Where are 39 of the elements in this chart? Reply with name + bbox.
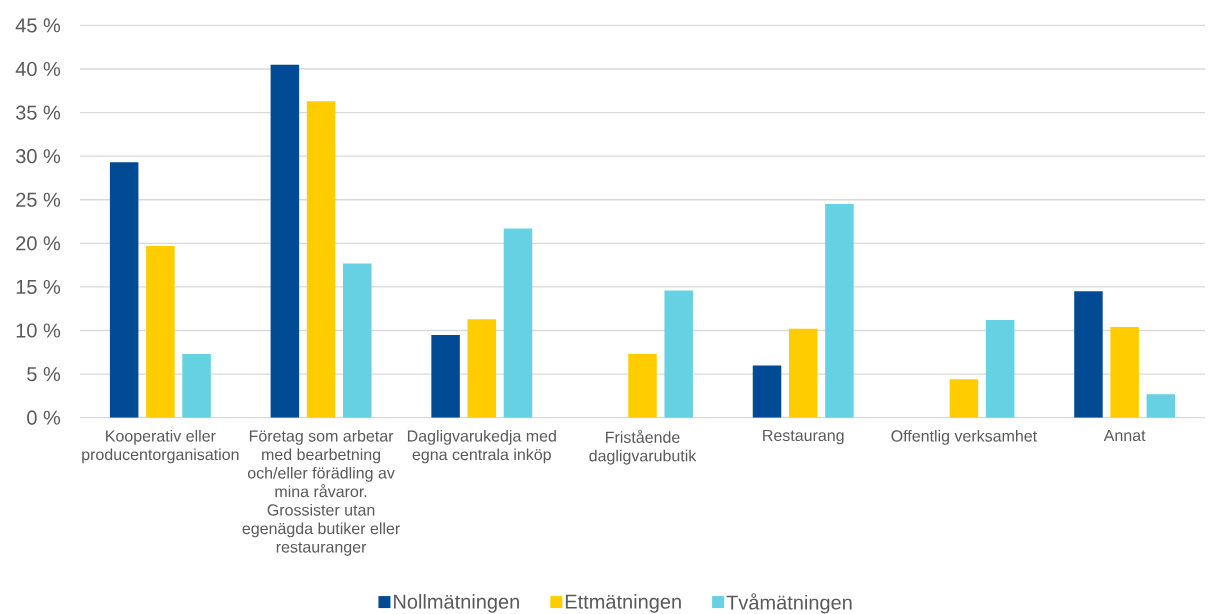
bar <box>752 365 782 418</box>
legend-label: Nollmätningen <box>394 594 519 613</box>
bar <box>628 354 657 418</box>
bar <box>825 204 854 418</box>
x-tick-label: Företag som arbetar med bearbetning och/eller förädling av mina råvaror. Grossister utan egenägda butiker eller restauranger <box>242 429 400 556</box>
y-tick-label: 45 % <box>15 18 61 33</box>
bar <box>182 354 211 418</box>
bar <box>306 101 336 418</box>
y-tick-label: 20 % <box>16 236 61 251</box>
x-tick-label: Fristående dagligvarubutik <box>589 429 697 465</box>
x-tick-label: Annat <box>1103 429 1146 442</box>
bar <box>1110 327 1139 418</box>
bar <box>343 263 372 418</box>
x-tick-label: Restaurang <box>763 429 844 445</box>
bar <box>664 290 693 418</box>
bar <box>270 64 300 418</box>
bar <box>503 228 533 418</box>
bar <box>146 245 175 418</box>
y-tick-label: 15 % <box>16 279 61 294</box>
bar <box>467 319 497 418</box>
bar <box>788 328 818 418</box>
y-tick-label: 25 % <box>16 192 61 207</box>
y-tick-label: 0 % <box>27 410 61 425</box>
bar <box>1074 291 1103 418</box>
bar <box>109 162 139 418</box>
bar <box>431 334 460 418</box>
legend-label: Ettmätningen <box>565 594 681 613</box>
y-tick-label: 40 % <box>15 61 61 77</box>
y-tick-label: 35 % <box>15 105 61 120</box>
bar <box>949 379 979 418</box>
x-tick-label: Offentlig verksamhet <box>891 429 1038 445</box>
y-tick-label: 5 % <box>27 367 61 382</box>
bar <box>985 320 1015 418</box>
legend-label: Tvåmätningen <box>726 593 852 614</box>
bar <box>1146 394 1176 418</box>
y-tick-label: 10 % <box>16 323 61 338</box>
x-tick-label: Kooperativ eller producentorganisation <box>82 429 239 464</box>
x-tick-label: Dagligvarukedja med egna centrala inköp <box>407 429 556 464</box>
y-tick-label: 30 % <box>15 149 61 164</box>
